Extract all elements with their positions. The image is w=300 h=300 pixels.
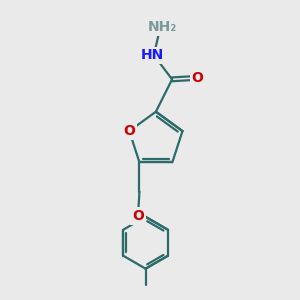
Text: O: O <box>132 209 144 223</box>
Text: O: O <box>191 71 203 85</box>
Text: O: O <box>123 124 135 138</box>
Text: NH₂: NH₂ <box>148 20 177 34</box>
Text: HN: HN <box>141 48 164 62</box>
